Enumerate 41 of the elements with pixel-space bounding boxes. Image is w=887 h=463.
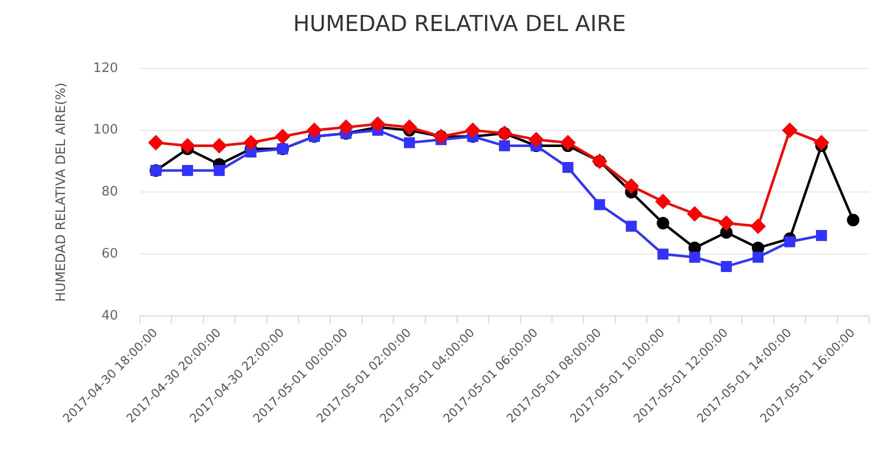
point	[846, 214, 860, 226]
point	[656, 194, 670, 209]
point	[687, 206, 702, 222]
point	[466, 123, 480, 138]
point	[720, 260, 732, 272]
point	[814, 135, 829, 150]
point	[275, 129, 290, 144]
point	[404, 137, 415, 148]
point	[657, 248, 668, 260]
y-axis-title: HUMEDAD RELATIVA DEL AIRE(%)	[54, 82, 70, 302]
point	[212, 138, 226, 154]
point	[626, 220, 637, 232]
point	[182, 165, 194, 176]
point	[562, 162, 574, 173]
point	[370, 116, 385, 132]
point	[528, 132, 544, 147]
point	[594, 199, 606, 210]
point	[624, 178, 639, 194]
point	[499, 140, 510, 152]
point	[244, 135, 258, 150]
point	[782, 123, 798, 138]
point	[752, 252, 764, 263]
point	[750, 218, 766, 234]
point	[784, 236, 796, 248]
point	[719, 216, 734, 230]
y-tick-label: 60	[101, 246, 118, 262]
point	[307, 123, 322, 138]
point	[560, 135, 576, 150]
y-tick-label: 120	[93, 60, 118, 76]
point	[656, 216, 670, 230]
chart-title: HUMEDAD RELATIVA DEL AIRE	[293, 12, 626, 37]
point	[214, 165, 225, 176]
point	[689, 252, 700, 263]
y-tick-label: 100	[93, 122, 118, 138]
point	[816, 230, 827, 242]
point	[402, 120, 417, 134]
y-tick-label: 80	[101, 184, 118, 200]
y-tick-label: 40	[101, 308, 118, 324]
point	[180, 138, 195, 154]
point	[338, 120, 354, 134]
point	[148, 135, 164, 150]
